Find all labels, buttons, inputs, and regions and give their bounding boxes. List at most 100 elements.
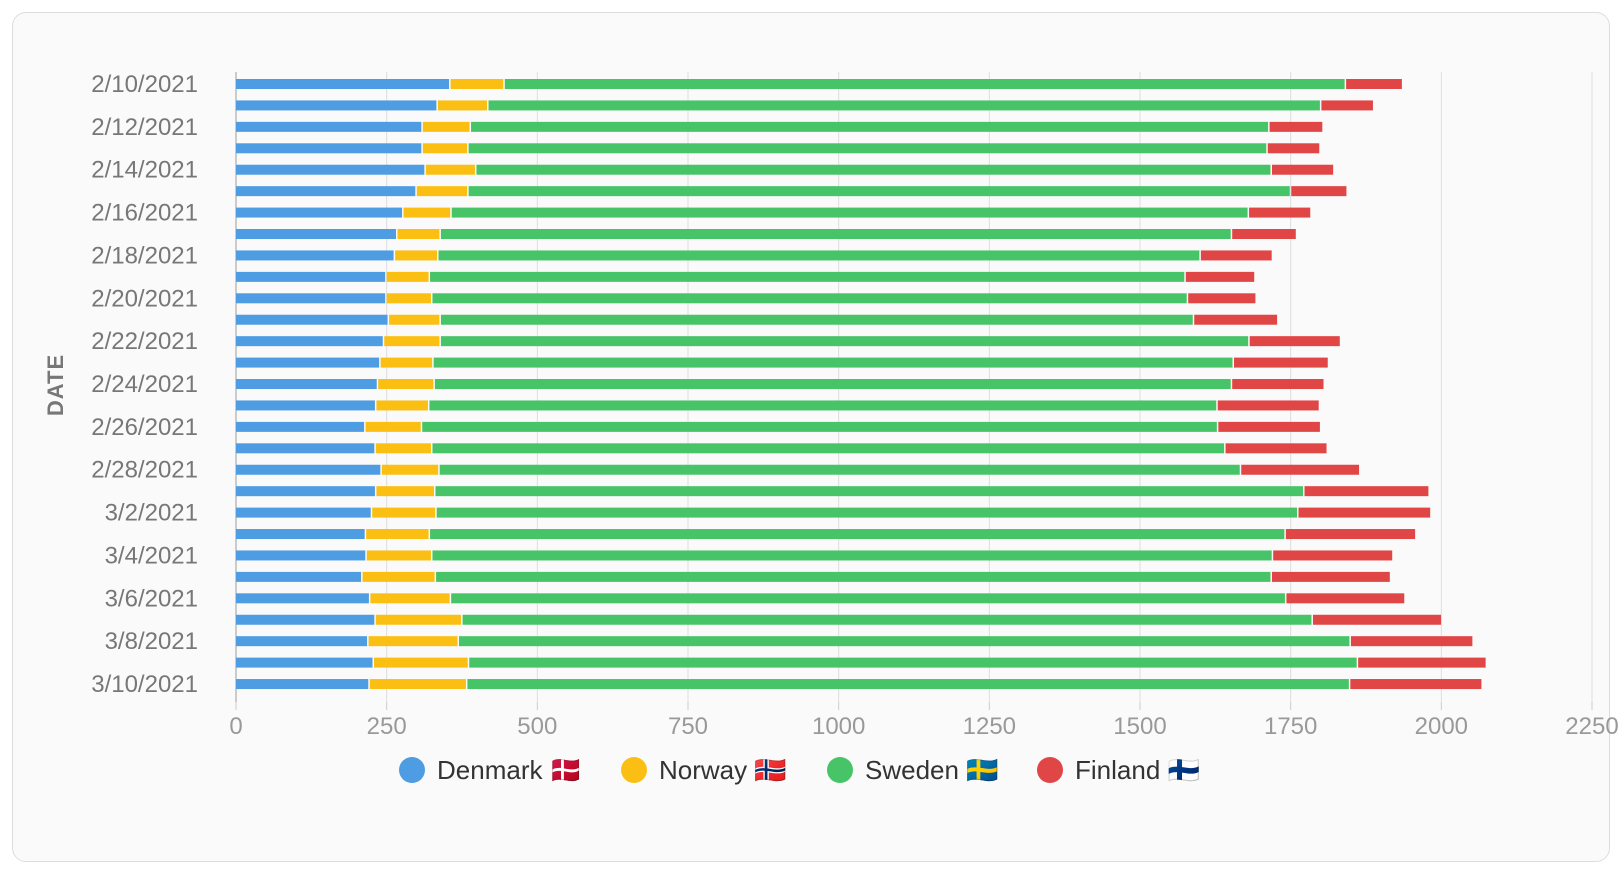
bar-segment[interactable] (1298, 507, 1431, 518)
bar-segment[interactable] (434, 379, 1231, 390)
bar-segment[interactable] (236, 229, 397, 240)
bar-segment[interactable] (430, 529, 1285, 540)
bar-segment[interactable] (1218, 421, 1320, 432)
legend-item[interactable]: Sweden 🇸🇪 (827, 755, 999, 785)
bar-segment[interactable] (374, 657, 468, 668)
bar-segment[interactable] (389, 314, 440, 325)
bar-segment[interactable] (236, 550, 366, 561)
bar-segment[interactable] (236, 121, 422, 132)
bar-segment[interactable] (1285, 529, 1416, 540)
bar-segment[interactable] (425, 164, 475, 175)
bar-segment[interactable] (451, 593, 1285, 604)
bar-segment[interactable] (236, 357, 380, 368)
legend-item[interactable]: Denmark 🇩🇰 (399, 755, 582, 785)
bar-segment[interactable] (436, 507, 1298, 518)
bar-segment[interactable] (1273, 550, 1393, 561)
bar-segment[interactable] (433, 357, 1233, 368)
bar-segment[interactable] (432, 443, 1225, 454)
bar-segment[interactable] (386, 293, 431, 304)
bar-segment[interactable] (422, 121, 470, 132)
bar-segment[interactable] (376, 486, 434, 497)
bar-segment[interactable] (1350, 679, 1482, 690)
bar-segment[interactable] (1200, 250, 1272, 261)
bar-segment[interactable] (375, 443, 431, 454)
bar-segment[interactable] (458, 636, 1350, 647)
bar-segment[interactable] (365, 421, 421, 432)
bar-segment[interactable] (397, 229, 440, 240)
bar-segment[interactable] (440, 314, 1193, 325)
bar-segment[interactable] (236, 336, 383, 347)
bar-segment[interactable] (1217, 400, 1319, 411)
bar-segment[interactable] (236, 443, 375, 454)
bar-segment[interactable] (451, 207, 1248, 218)
bar-segment[interactable] (1286, 593, 1405, 604)
bar-segment[interactable] (236, 164, 425, 175)
bar-segment[interactable] (435, 486, 1304, 497)
bar-segment[interactable] (380, 357, 433, 368)
legend-item[interactable]: Finland 🇫🇮 (1037, 755, 1200, 785)
bar-segment[interactable] (1350, 636, 1473, 647)
bar-segment[interactable] (1188, 293, 1256, 304)
bar-segment[interactable] (236, 486, 375, 497)
bar-segment[interactable] (1225, 443, 1327, 454)
bar-segment[interactable] (395, 250, 437, 261)
bar-segment[interactable] (236, 636, 368, 647)
bar-segment[interactable] (438, 250, 1200, 261)
bar-segment[interactable] (370, 593, 450, 604)
bar-segment[interactable] (403, 207, 451, 218)
bar-segment[interactable] (236, 250, 394, 261)
bar-segment[interactable] (1321, 100, 1373, 111)
bar-segment[interactable] (468, 186, 1290, 197)
bar-segment[interactable] (1358, 657, 1486, 668)
bar-segment[interactable] (366, 550, 431, 561)
bar-segment[interactable] (1249, 336, 1340, 347)
bar-segment[interactable] (236, 207, 403, 218)
bar-segment[interactable] (439, 464, 1240, 475)
bar-segment[interactable] (366, 529, 429, 540)
bar-segment[interactable] (422, 421, 1217, 432)
bar-segment[interactable] (429, 400, 1217, 411)
bar-segment[interactable] (369, 679, 466, 690)
bar-segment[interactable] (450, 79, 504, 89)
bar-segment[interactable] (471, 121, 1269, 132)
bar-segment[interactable] (432, 293, 1187, 304)
bar-segment[interactable] (362, 571, 435, 582)
bar-segment[interactable] (236, 186, 416, 197)
bar-segment[interactable] (436, 571, 1271, 582)
bar-segment[interactable] (440, 229, 1231, 240)
bar-segment[interactable] (432, 550, 1272, 561)
bar-segment[interactable] (378, 379, 434, 390)
bar-segment[interactable] (440, 336, 1249, 347)
bar-segment[interactable] (386, 271, 429, 282)
bar-segment[interactable] (236, 679, 369, 690)
bar-segment[interactable] (1312, 614, 1442, 625)
bar-segment[interactable] (236, 100, 437, 111)
bar-segment[interactable] (488, 100, 1320, 111)
bar-segment[interactable] (422, 143, 468, 154)
legend[interactable]: Denmark 🇩🇰 Norway 🇳🇴 Sweden 🇸🇪 Finland 🇫🇮 (399, 755, 1200, 785)
bar-segment[interactable] (236, 293, 386, 304)
bar-segment[interactable] (236, 314, 388, 325)
bar-segment[interactable] (381, 464, 439, 475)
bar-segment[interactable] (1304, 486, 1429, 497)
bar-segment[interactable] (1271, 571, 1390, 582)
bar-segment[interactable] (1346, 79, 1402, 89)
bar-segment[interactable] (437, 100, 488, 111)
bar-segment[interactable] (236, 464, 381, 475)
bar-segment[interactable] (376, 400, 428, 411)
bar-segment[interactable] (236, 379, 377, 390)
bar-segment[interactable] (236, 529, 365, 540)
bar-segment[interactable] (236, 421, 365, 432)
bar-segment[interactable] (368, 636, 458, 647)
bar-segment[interactable] (467, 679, 1349, 690)
bar-segment[interactable] (236, 143, 422, 154)
bar-segment[interactable] (236, 79, 450, 89)
bar-segment[interactable] (1269, 121, 1323, 132)
bar-segment[interactable] (372, 507, 436, 518)
bar-segment[interactable] (1267, 143, 1320, 154)
bar-segment[interactable] (1241, 464, 1360, 475)
bar-segment[interactable] (504, 79, 1345, 89)
bar-segment[interactable] (476, 164, 1271, 175)
bar-segment[interactable] (1234, 357, 1328, 368)
bar-segment[interactable] (375, 614, 462, 625)
